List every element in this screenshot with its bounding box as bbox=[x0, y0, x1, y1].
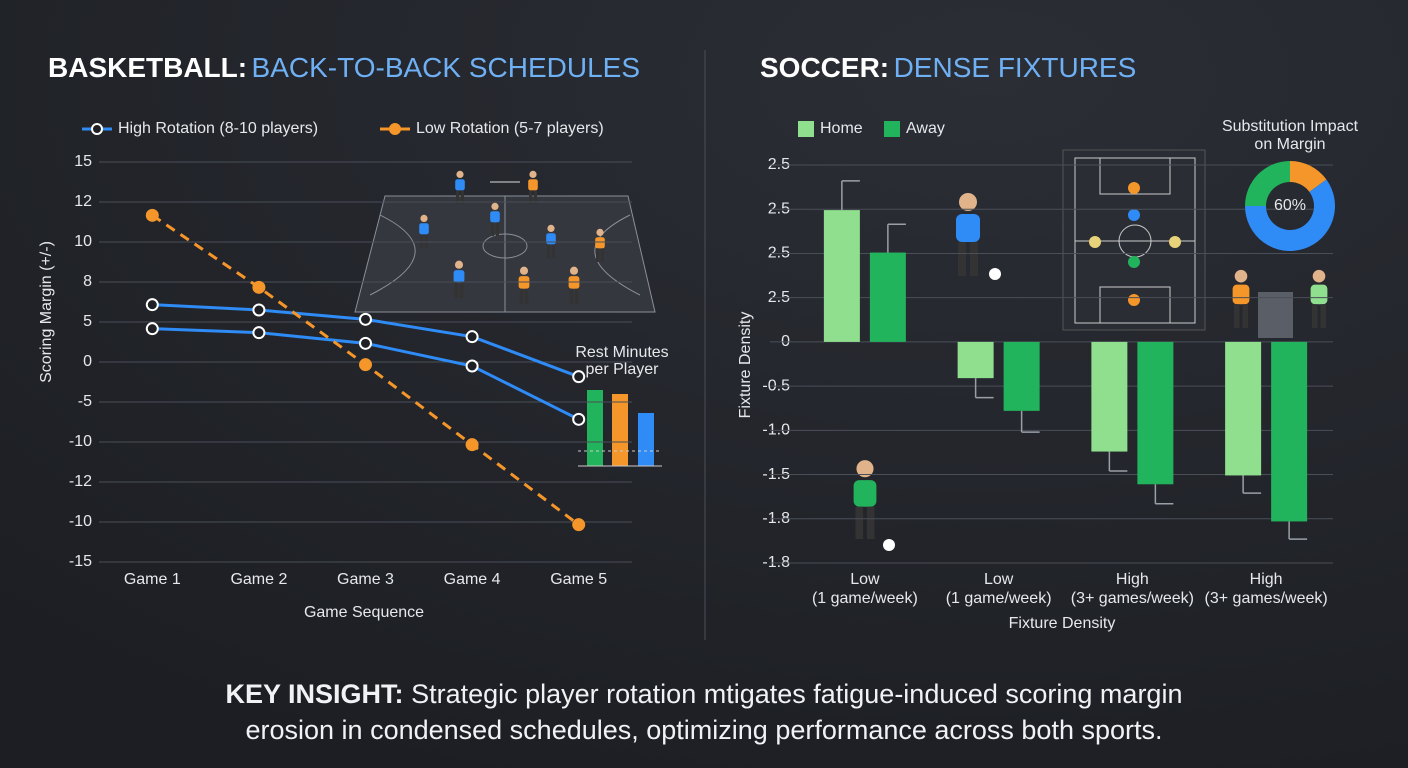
error-bar bbox=[1242, 475, 1262, 494]
legend-label: Low Rotation (5-7 players) bbox=[416, 120, 604, 137]
y-tick-label: 5 bbox=[83, 313, 92, 330]
x-tick-label: Game 1 bbox=[124, 571, 181, 588]
legend-swatch bbox=[884, 121, 900, 137]
footer-lead: KEY INSIGHT: bbox=[225, 679, 404, 709]
bar bbox=[1137, 341, 1174, 485]
chart-title: BASKETBALL: BACK-TO-BACK SCHEDULES bbox=[48, 52, 640, 83]
data-point bbox=[359, 312, 372, 326]
error-bar bbox=[1288, 521, 1308, 540]
legend-marker bbox=[91, 123, 103, 135]
data-point bbox=[252, 303, 266, 317]
error-bar bbox=[1154, 484, 1174, 505]
legend-label: Away bbox=[906, 120, 945, 137]
pie-slice bbox=[1245, 179, 1335, 251]
legend-label: High Rotation (8-10 players) bbox=[118, 120, 318, 137]
bar bbox=[1091, 341, 1128, 452]
x-axis-label: Fixture Density bbox=[1009, 615, 1116, 632]
bar bbox=[1225, 341, 1262, 476]
title-lead: SOCCER: bbox=[760, 52, 889, 83]
x-tick-label: High bbox=[1116, 571, 1149, 588]
x-tick-label: Game 3 bbox=[337, 571, 394, 588]
x-tick-detail: (3+ games/week) bbox=[1071, 590, 1194, 607]
y-axis-label: Fixture Density bbox=[737, 312, 754, 419]
data-point bbox=[252, 280, 266, 294]
pie-slice bbox=[1245, 161, 1290, 206]
y-tick-label: -10 bbox=[69, 433, 92, 450]
y-tick-label: 0 bbox=[83, 353, 92, 370]
y-tick-label: 8 bbox=[83, 273, 92, 290]
error-bar bbox=[1020, 410, 1040, 433]
error-bar bbox=[887, 223, 906, 253]
x-tick-label: Game 2 bbox=[230, 571, 287, 588]
data-point bbox=[572, 518, 586, 532]
x-tick-detail: (1 game/week) bbox=[812, 590, 918, 607]
pie-slice bbox=[1290, 161, 1327, 192]
bar bbox=[1003, 341, 1040, 411]
data-point bbox=[145, 208, 159, 222]
data-point bbox=[465, 359, 479, 373]
x-tick-label: Low bbox=[850, 571, 880, 588]
y-tick-label: -5 bbox=[78, 393, 92, 410]
y-tick-label: 15 bbox=[74, 153, 92, 170]
bar bbox=[869, 252, 906, 342]
bar bbox=[1271, 341, 1308, 522]
pie-center-label: 60% bbox=[1274, 197, 1306, 214]
inset-title: per Player bbox=[586, 361, 660, 378]
rest-minutes-inset bbox=[578, 390, 662, 467]
chart-title: SOCCER: DENSE FIXTURES bbox=[760, 52, 1136, 83]
x-tick-label: Game 5 bbox=[550, 571, 607, 588]
x-tick-detail: (1 game/week) bbox=[946, 590, 1052, 607]
y-tick-label: -10 bbox=[69, 513, 92, 530]
title-rest: DENSE FIXTURES bbox=[894, 52, 1137, 83]
bar bbox=[957, 341, 994, 379]
x-tick-label: High bbox=[1250, 571, 1283, 588]
x-tick-detail: (3+ games/week) bbox=[1205, 590, 1328, 607]
data-point bbox=[145, 322, 159, 336]
data-point bbox=[359, 336, 372, 350]
data-point bbox=[145, 298, 159, 312]
legend-swatch bbox=[798, 121, 814, 137]
x-axis-label: Game Sequence bbox=[304, 604, 424, 621]
y-tick-label: -15 bbox=[69, 553, 92, 570]
pie-title: Substitution Impact bbox=[1222, 118, 1359, 135]
error-bar bbox=[974, 378, 994, 399]
footer-text: Strategic player rotation mtigates fatig… bbox=[245, 679, 1183, 745]
data-point bbox=[465, 330, 479, 344]
court-illustration bbox=[354, 170, 656, 313]
bar bbox=[823, 210, 860, 342]
error-bar bbox=[841, 180, 860, 211]
x-tick-label: Game 4 bbox=[444, 571, 501, 588]
data-point bbox=[572, 412, 586, 426]
error-bar bbox=[1108, 451, 1128, 472]
data-point bbox=[572, 370, 586, 384]
title-lead: BASKETBALL: bbox=[48, 52, 247, 83]
soccer-illustration bbox=[853, 149, 1328, 551]
inset-title: Rest Minutes bbox=[575, 344, 668, 361]
y-axis-label: Scoring Margin (+/-) bbox=[38, 241, 55, 383]
legend-label: Home bbox=[820, 120, 863, 137]
footer: KEY INSIGHT: Strategic player rotation m… bbox=[0, 676, 1408, 748]
data-point bbox=[465, 438, 479, 452]
pie-title: on Margin bbox=[1254, 136, 1325, 153]
data-point bbox=[359, 358, 372, 372]
title-rest: BACK-TO-BACK SCHEDULES bbox=[252, 52, 640, 83]
y-tick-label: 10 bbox=[74, 233, 92, 250]
y-tick-label: -12 bbox=[69, 473, 92, 490]
data-point bbox=[252, 326, 266, 340]
legend-marker bbox=[389, 123, 401, 135]
x-tick-label: Low bbox=[984, 571, 1014, 588]
y-tick-label: 12 bbox=[74, 193, 92, 210]
